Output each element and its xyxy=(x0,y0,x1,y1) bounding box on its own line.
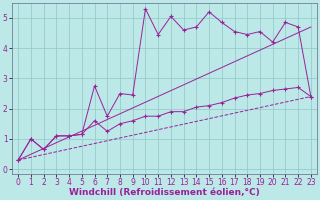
X-axis label: Windchill (Refroidissement éolien,°C): Windchill (Refroidissement éolien,°C) xyxy=(69,188,260,197)
